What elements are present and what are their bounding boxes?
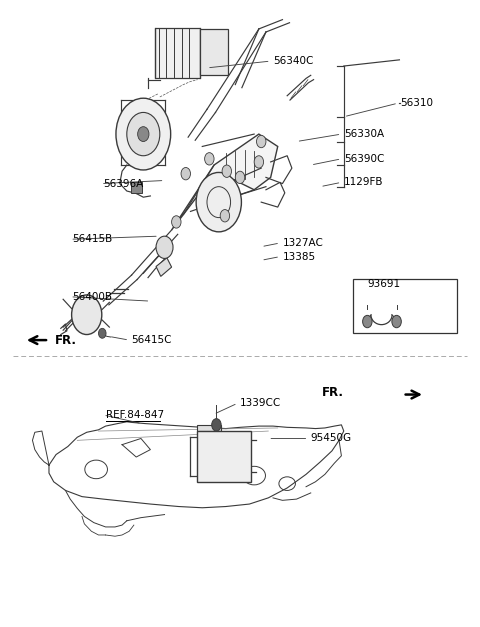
Circle shape bbox=[127, 112, 160, 155]
Polygon shape bbox=[156, 258, 172, 277]
Circle shape bbox=[204, 152, 214, 165]
Circle shape bbox=[212, 419, 221, 431]
Polygon shape bbox=[197, 425, 221, 431]
Circle shape bbox=[392, 315, 401, 328]
Text: FR.: FR. bbox=[55, 334, 77, 347]
Text: 13385: 13385 bbox=[282, 251, 315, 261]
Bar bbox=[155, 28, 200, 78]
Text: 56310: 56310 bbox=[400, 98, 433, 108]
Text: 1339CC: 1339CC bbox=[240, 398, 281, 408]
Circle shape bbox=[98, 329, 106, 338]
Bar bbox=[131, 182, 143, 193]
Text: 1129FB: 1129FB bbox=[344, 177, 383, 187]
Polygon shape bbox=[172, 134, 278, 230]
Text: 56415C: 56415C bbox=[132, 335, 172, 345]
Circle shape bbox=[235, 171, 245, 184]
Circle shape bbox=[181, 167, 191, 180]
Circle shape bbox=[220, 209, 229, 222]
Circle shape bbox=[72, 295, 102, 335]
Circle shape bbox=[116, 98, 171, 170]
Text: 56415B: 56415B bbox=[72, 234, 113, 245]
Text: FR.: FR. bbox=[322, 386, 344, 399]
Text: 56400B: 56400B bbox=[72, 292, 112, 302]
Circle shape bbox=[172, 216, 181, 228]
Circle shape bbox=[254, 155, 264, 168]
Text: REF.84-847: REF.84-847 bbox=[106, 410, 164, 420]
Circle shape bbox=[138, 127, 149, 142]
Text: 56340C: 56340C bbox=[273, 56, 313, 66]
Text: 56390C: 56390C bbox=[344, 154, 384, 164]
Circle shape bbox=[222, 165, 231, 177]
Circle shape bbox=[156, 236, 173, 258]
Circle shape bbox=[362, 315, 372, 328]
Text: 93691: 93691 bbox=[367, 279, 400, 289]
Text: 1327AC: 1327AC bbox=[282, 238, 324, 248]
Text: 56396A: 56396A bbox=[103, 179, 144, 189]
Text: 56330A: 56330A bbox=[344, 129, 384, 139]
Circle shape bbox=[256, 135, 266, 148]
Text: 95450G: 95450G bbox=[311, 433, 352, 443]
Bar bbox=[353, 279, 457, 334]
Bar bbox=[197, 431, 251, 482]
Bar bbox=[200, 29, 228, 75]
Circle shape bbox=[196, 172, 241, 232]
